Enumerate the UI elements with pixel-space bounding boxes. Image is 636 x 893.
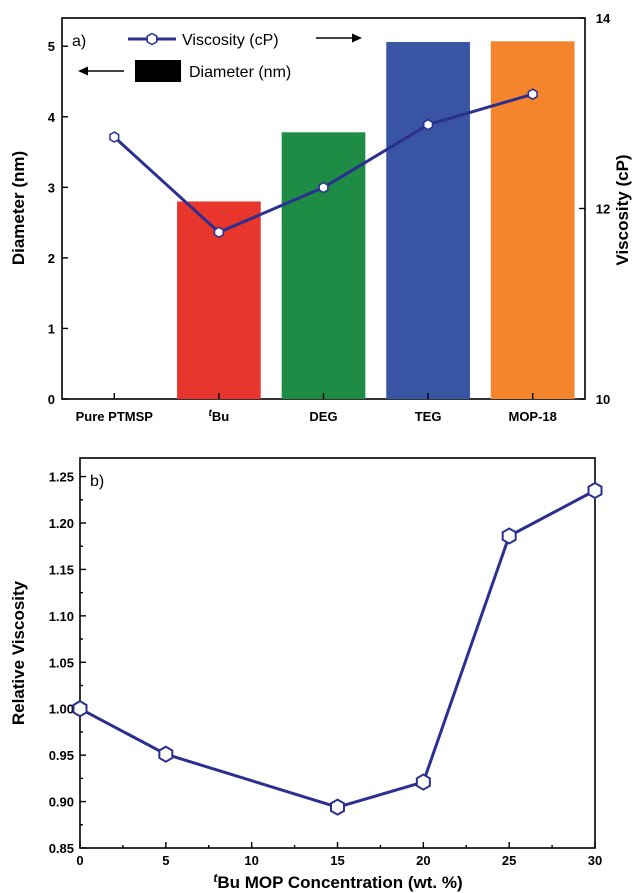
panel-a-y-tick-label-3: 3	[48, 180, 55, 195]
panel-a-y-tick-label-2: 2	[48, 251, 55, 266]
legend-left-arrowhead-icon	[78, 66, 88, 76]
panel-b-y-axis-label: Relative Viscosity	[9, 580, 28, 725]
panel-b-y-tick-label-3: 1.00	[49, 702, 74, 717]
panel-a-x-tick-label-3: TEG	[415, 409, 442, 424]
panel-b-x-axis-label-text: Bu MOP Concentration (wt. %)	[217, 873, 462, 892]
viscosity-point-0	[109, 131, 120, 143]
panel-a-y2-tick-label-0: 10	[596, 392, 610, 407]
relative-viscosity-point-0	[72, 700, 88, 718]
panel-a-y-axis-label: Diameter (nm)	[9, 151, 28, 265]
panel-a-y-tick-label-0: 0	[48, 392, 55, 407]
panel-a-x-tick-label-2: DEG	[309, 409, 337, 424]
panel-a-y2-tick-label-1: 12	[596, 202, 610, 217]
panel-a-y2-tick-label-2: 14	[596, 11, 611, 26]
panel-b-y-tick-label-6: 1.15	[49, 562, 74, 577]
panel-b-y-tick-label-0: 0.85	[49, 841, 74, 856]
viscosity-point-3	[423, 118, 434, 131]
panel-a-legend: Viscosity (cP) Diameter (nm)	[78, 32, 362, 82]
panel-b-x-axis-label: tBu MOP Concentration (wt. %)	[213, 871, 462, 892]
panel-a-x-tick-label-4: MOP-18	[508, 409, 556, 424]
legend-right-arrowhead-icon	[352, 33, 362, 43]
panel-b-x-axis-label-super: t	[213, 871, 218, 885]
panel-b-x-tick-label-3: 15	[330, 853, 344, 868]
panel-a-y-tick-label-5: 5	[48, 39, 55, 54]
panel-b-y-tick-label-7: 1.20	[49, 516, 74, 531]
viscosity-point-1	[213, 226, 224, 239]
viscosity-point-2	[318, 181, 329, 194]
legend-viscosity-label: Viscosity (cP)	[182, 32, 279, 49]
panel-b-x-tick-label-6: 30	[588, 853, 602, 868]
panel-b-y-tick-label-4: 1.05	[49, 655, 74, 670]
panel-b-label: b)	[90, 473, 104, 490]
relative-viscosity-point-4	[501, 527, 517, 545]
relative-viscosity-line	[79, 489, 596, 809]
panel-b-x-tick-label-4: 20	[416, 853, 430, 868]
legend-hexagon-marker-icon	[146, 32, 158, 46]
panel-b-y-tick-label-1: 0.90	[49, 795, 74, 810]
relative-viscosity-point-3	[415, 773, 431, 791]
panel-b-x-tick-label-5: 25	[502, 853, 516, 868]
panel-a-y-tick-label-1: 1	[48, 321, 55, 336]
panel-a-label: a)	[72, 33, 86, 50]
relative-viscosity-point-2	[330, 798, 345, 816]
legend-diameter-swatch	[135, 60, 181, 82]
relative-viscosity-point-5	[587, 481, 603, 500]
panel-a-y2-axis-label: Viscosity (cP)	[613, 154, 632, 265]
panel-b-y-tick-label-2: 0.95	[49, 748, 74, 763]
panel-b-x-tick-label-2: 10	[244, 853, 258, 868]
diameter-bar-2	[281, 132, 366, 400]
panel-b-x-tick-label-0: 0	[76, 853, 83, 868]
panel-b-x-tick-label-1: 5	[162, 853, 169, 868]
panel-b: 0.85 0.90 0.95 1.00 1.05 1.10 1.15 1.20 1.25 0 5 1…	[9, 457, 603, 892]
panel-a-x-tick-label-1: tBu	[209, 408, 230, 424]
viscosity-point-4	[527, 88, 538, 101]
panel-b-y-tick-label-5: 1.10	[49, 609, 74, 624]
panel-b-plot-frame	[79, 457, 596, 849]
diameter-bar-3	[386, 41, 470, 399]
panel-a-x-tick-label-0: Pure PTMSP	[76, 409, 154, 424]
relative-viscosity-point-1	[158, 745, 174, 763]
panel-b-y-tick-label-8: 1.25	[49, 470, 74, 485]
panel-a-y-tick-label-4: 4	[48, 110, 56, 125]
legend-diameter-label: Diameter (nm)	[189, 64, 291, 81]
